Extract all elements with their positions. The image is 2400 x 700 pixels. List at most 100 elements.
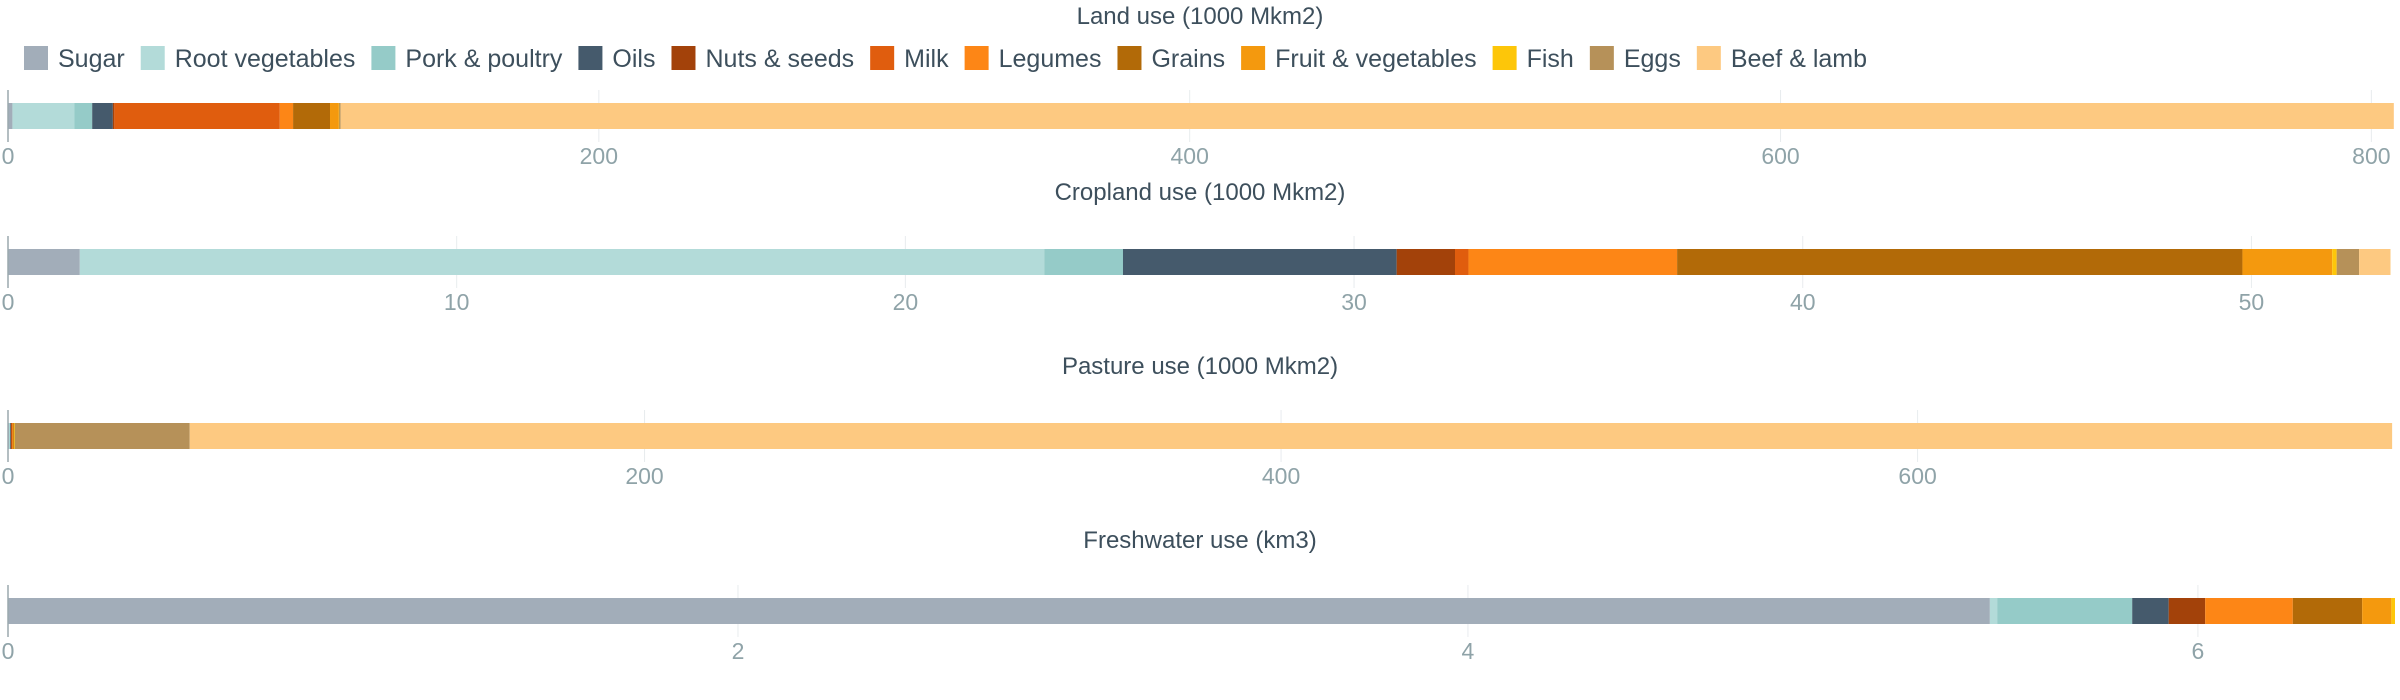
bar-segment-grains [2292, 598, 2363, 624]
x-tick-label: 10 [444, 289, 470, 315]
bar-segment-pork-and-poultry [74, 103, 93, 129]
bar-segment-nuts-and-seeds [112, 103, 115, 129]
panel-title: Land use (1000 Mkm2) [1077, 3, 1324, 30]
panel-title: Pasture use (1000 Mkm2) [1062, 353, 1338, 380]
bar-segment-eggs [14, 423, 190, 449]
x-tick-label: 600 [1898, 463, 1936, 489]
legend-item-fish: Fish [1492, 45, 1574, 73]
panel-freshwater-use-km3: Freshwater use (km3) 0 2 4 6 [2, 527, 2395, 664]
bar-segment-fruit-and-vegetables [13, 423, 15, 449]
legend-swatch-pork-and-poultry [371, 46, 396, 70]
legend-label: Legumes [999, 45, 1102, 73]
legend-swatch-eggs [1589, 46, 1614, 70]
x-tick-label: 6 [2192, 638, 2205, 664]
bar-segment-nuts-and-seeds [2168, 598, 2206, 624]
x-tick-label: 4 [1462, 638, 1475, 664]
bar-segment-fish [2332, 249, 2337, 275]
panel-pasture-use-1000-mkm2: Pasture use (1000 Mkm2) 0 200 400 600 [2, 353, 2393, 489]
legend: Sugar Root vegetables Pork & poultry Oils Nu… [24, 45, 1867, 73]
x-tick-label: 800 [2352, 143, 2390, 169]
x-tick-label: 200 [625, 463, 663, 489]
legend-swatch-root-vegetables [140, 46, 165, 70]
x-tick-label: 30 [1341, 289, 1367, 315]
bar-segment-sugar [8, 249, 80, 275]
legend-item-legumes: Legumes [964, 45, 1102, 73]
bar-segment-beef-and-lamb [340, 103, 2394, 129]
bar-segment-fruit-and-vegetables [330, 103, 339, 129]
legend-item-beef-and-lamb: Beef & lamb [1696, 45, 1867, 73]
bar-segment-grains [12, 423, 14, 449]
panel-title: Freshwater use (km3) [1083, 527, 1316, 554]
legend-label: Oils [612, 45, 655, 73]
bar-segment-root-vegetables [8, 423, 10, 449]
x-tick-label: 40 [1790, 289, 1816, 315]
legend-item-fruit-and-vegetables: Fruit & vegetables [1241, 45, 1477, 73]
x-tick-label: 200 [580, 143, 618, 169]
legend-item-root-vegetables: Root vegetables [140, 45, 356, 73]
legend-item-pork-and-poultry: Pork & poultry [371, 45, 563, 73]
panel-land-use-1000-mkm2: Land use (1000 Mkm2) 0 200 400 600 800 [2, 3, 2394, 169]
legend-item-grains: Grains [1117, 45, 1225, 73]
bar-segment-grains [293, 103, 331, 129]
bar-segment-legumes [279, 103, 294, 129]
bar-segment-beef-and-lamb [2359, 249, 2391, 275]
bar-segment-pork-and-poultry [9, 423, 11, 449]
x-tick-label: 0 [2, 289, 15, 315]
bar-segment-fruit-and-vegetables [2242, 249, 2333, 275]
bar-segment-grains [1677, 249, 2243, 275]
legend-swatch-grains [1117, 46, 1142, 70]
bar-segment-milk [11, 423, 13, 449]
legend-item-eggs: Eggs [1589, 45, 1681, 73]
bar-segment-nuts-and-seeds [1396, 249, 1456, 275]
x-tick-label: 400 [1262, 463, 1300, 489]
bar-segment-fruit-and-vegetables [2362, 598, 2392, 624]
x-tick-label: 0 [2, 638, 15, 664]
x-tick-label: 0 [2, 463, 15, 489]
bar-segment-oils [10, 423, 12, 449]
legend-swatch-sugar [24, 46, 48, 70]
x-tick-label: 50 [2239, 289, 2265, 315]
legend-swatch-fish [1492, 46, 1517, 70]
bar-segment-pork-and-poultry [1997, 598, 2133, 624]
legend-label: Fruit & vegetables [1275, 45, 1477, 73]
legend-item-milk: Milk [870, 45, 949, 73]
bar-segment-legumes [1468, 249, 1678, 275]
bar-segment-legumes [12, 423, 13, 449]
bar-segment-root-vegetables [12, 103, 75, 129]
bar-segment-root-vegetables [1989, 598, 1998, 624]
panel-cropland-use-1000-mkm2: Cropland use (1000 Mkm2) 0 10 20 30 40 50 [2, 179, 2391, 315]
legend-label: Fish [1527, 45, 1574, 73]
bar-segment-fish [14, 423, 15, 449]
bar-segment-pork-and-poultry [1044, 249, 1123, 275]
legend-swatch-legumes [964, 46, 989, 70]
legend-item-sugar: Sugar [24, 45, 125, 73]
bar-segment-milk [114, 103, 280, 129]
chart-panels: Land use (1000 Mkm2)0 200 400 600 800Croplan… [2, 3, 2395, 664]
x-tick-label: 20 [893, 289, 919, 315]
legend-label: Beef & lamb [1731, 45, 1867, 73]
legend-label: Grains [1151, 45, 1225, 73]
bar-segment-nuts-and-seeds [10, 423, 12, 449]
legend-label: Eggs [1624, 45, 1681, 73]
x-tick-label: 0 [2, 143, 15, 169]
legend-item-oils: Oils [578, 45, 655, 73]
bar-segment-legumes [2205, 598, 2293, 624]
bar-segment-milk [1455, 249, 1469, 275]
bar-segment-eggs [339, 103, 341, 129]
legend-item-nuts-and-seeds: Nuts & seeds [671, 45, 854, 73]
x-tick-label: 600 [1761, 143, 1799, 169]
x-tick-label: 400 [1170, 143, 1208, 169]
legend-label: Milk [904, 45, 949, 73]
panel-title: Cropland use (1000 Mkm2) [1055, 179, 1346, 206]
bar-segment-oils [92, 103, 113, 129]
bar-segment-root-vegetables [79, 249, 1045, 275]
bar-segment-oils [2132, 598, 2169, 624]
legend-swatch-nuts-and-seeds [671, 46, 696, 70]
bar-segment-oils [1122, 249, 1397, 275]
bar-segment-beef-and-lamb [189, 423, 2393, 449]
legend-label: Root vegetables [175, 45, 356, 73]
legend-label: Pork & poultry [405, 45, 563, 73]
bar-segment-eggs [2336, 249, 2360, 275]
x-tick-label: 2 [732, 638, 745, 664]
